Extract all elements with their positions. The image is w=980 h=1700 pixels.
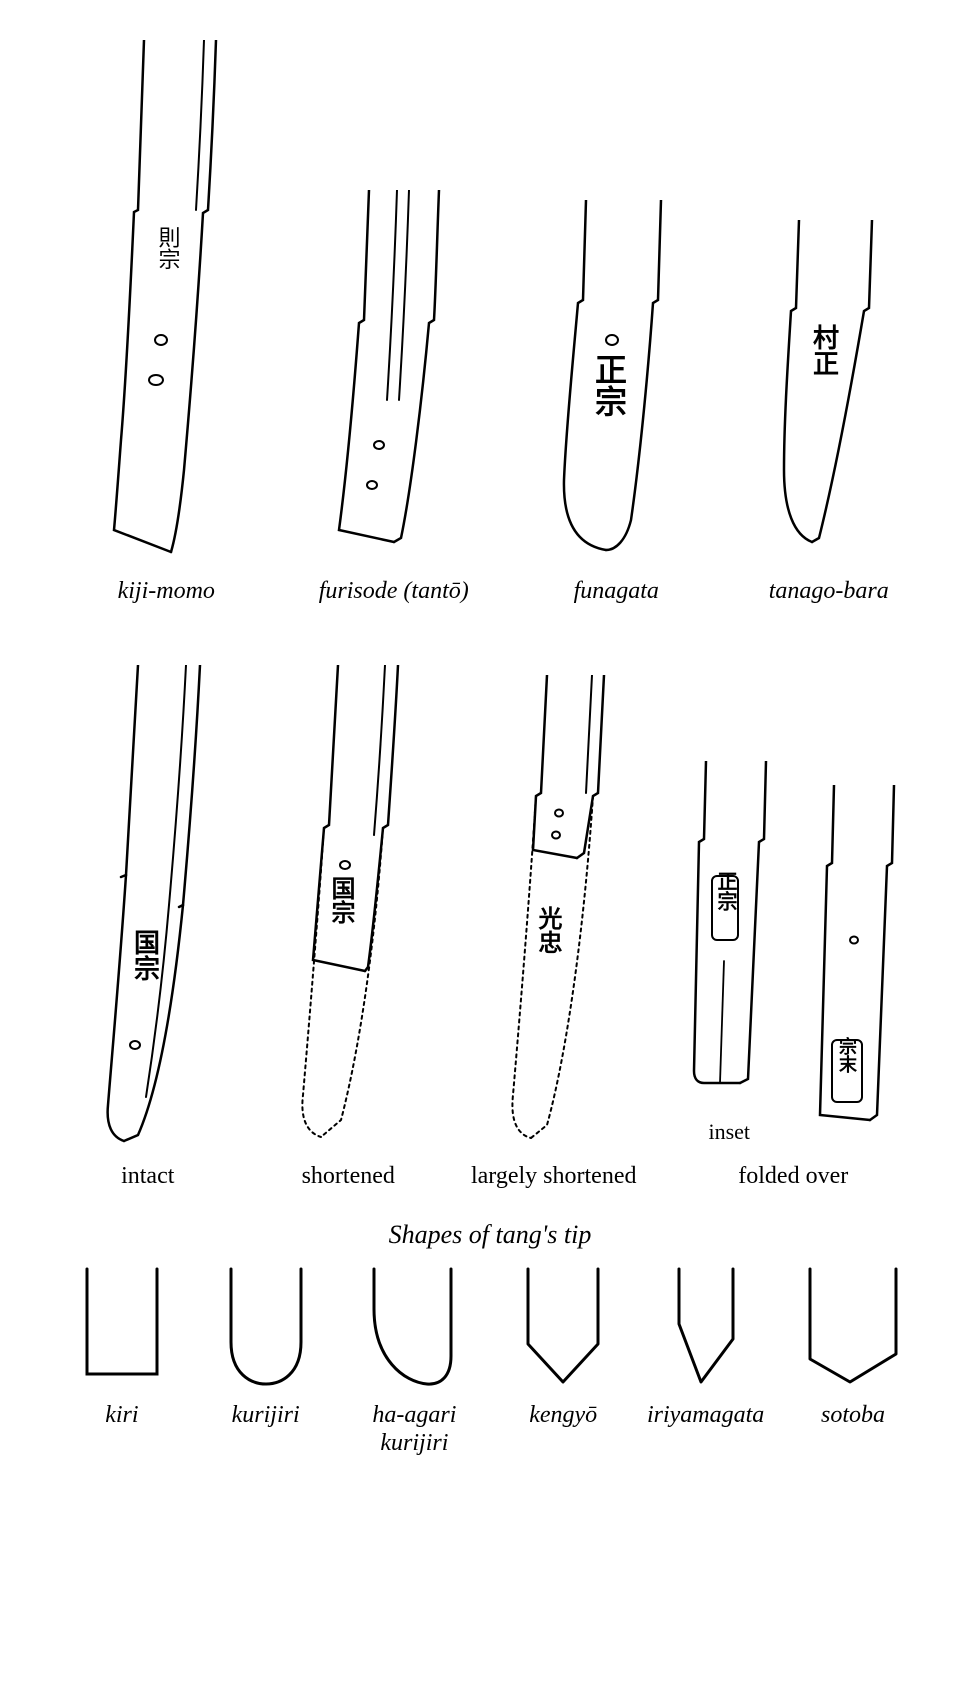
fig-sotoba: [788, 1264, 918, 1394]
item-largely-shortened: 光忠 largely shortened: [469, 675, 639, 1190]
fig-kengyo: [503, 1264, 623, 1394]
fig-tanago-bara: 村正: [754, 220, 904, 570]
item-kurijiri: kurijiri: [206, 1264, 326, 1429]
fig-largely-shortened: 光忠: [469, 675, 639, 1155]
item-inset-folded: 正宗 inset 宗末: [674, 761, 912, 1190]
fig-funagata: 正宗: [531, 200, 701, 570]
item-kengyo: kengyō: [503, 1264, 623, 1429]
item-shortened: 国宗 shortened: [263, 665, 433, 1190]
fig-ha-agari-kurijiri: [349, 1264, 479, 1394]
item-sotoba: sotoba: [788, 1264, 918, 1429]
kanji-largely: 光忠: [534, 906, 563, 954]
kanji-tanago: 村正: [809, 324, 838, 376]
item-intact: 国宗 intact: [68, 665, 228, 1190]
row-conditions: 国宗 intact 国宗: [50, 635, 930, 1190]
kanji-shortened: 国宗: [327, 876, 355, 925]
item-furisode: furisode (tantō): [309, 190, 479, 605]
kanji-inset: 正宗: [714, 871, 737, 911]
fig-inset: 正宗: [674, 761, 784, 1111]
item-iriyamagata: iriyamagata: [647, 1264, 764, 1429]
fig-kiji-momo: 則宗: [76, 40, 256, 570]
label-funagata: funagata: [574, 578, 659, 605]
item-funagata: 正宗 funagata: [531, 200, 701, 605]
item-kiri: kiri: [62, 1264, 182, 1429]
label-intact: intact: [121, 1163, 174, 1190]
kanji-kiji-momo: 則宗: [156, 226, 181, 270]
fig-furisode: [309, 190, 479, 570]
label-tanago-bara: tanago-bara: [769, 578, 889, 605]
label-kiri: kiri: [105, 1402, 138, 1429]
label-sotoba: sotoba: [821, 1402, 885, 1429]
item-tanago-bara: 村正 tanago-bara: [754, 220, 904, 605]
fig-iriyamagata: [651, 1264, 761, 1394]
label-inset: inset: [708, 1119, 750, 1145]
row-shapes: 則宗 kiji-momo furisode (tantō): [50, 40, 930, 605]
fig-folded-over: 宗末: [802, 785, 912, 1145]
kanji-funagata: 正宗: [591, 353, 627, 417]
fig-kurijiri: [206, 1264, 326, 1394]
label-folded-over: folded over: [738, 1163, 848, 1190]
label-kiji-momo: kiji-momo: [118, 578, 215, 605]
item-ha-agari-kurijiri: ha-agarikurijiri: [349, 1264, 479, 1457]
label-kurijiri: kurijiri: [232, 1402, 300, 1429]
kanji-folded: 宗末: [837, 1036, 857, 1074]
tips-title: Shapes of tang's tip: [50, 1220, 930, 1250]
label-furisode: furisode (tantō): [319, 578, 469, 605]
fig-kiri: [62, 1264, 182, 1394]
kanji-intact: 国宗: [130, 929, 159, 981]
item-kiji-momo: 則宗 kiji-momo: [76, 40, 256, 605]
label-ha-agari: ha-agarikurijiri: [372, 1402, 456, 1457]
fig-intact: 国宗: [68, 665, 228, 1155]
fig-shortened: 国宗: [263, 665, 433, 1155]
label-shortened: shortened: [302, 1163, 395, 1190]
row-tips: kiri kurijiri ha-agarikurijiri kengyō: [50, 1264, 930, 1457]
label-largely-shortened: largely shortened: [471, 1163, 637, 1190]
page: 則宗 kiji-momo furisode (tantō): [0, 0, 980, 1547]
label-kengyo: kengyō: [529, 1402, 597, 1429]
label-iriyamagata: iriyamagata: [647, 1402, 764, 1429]
